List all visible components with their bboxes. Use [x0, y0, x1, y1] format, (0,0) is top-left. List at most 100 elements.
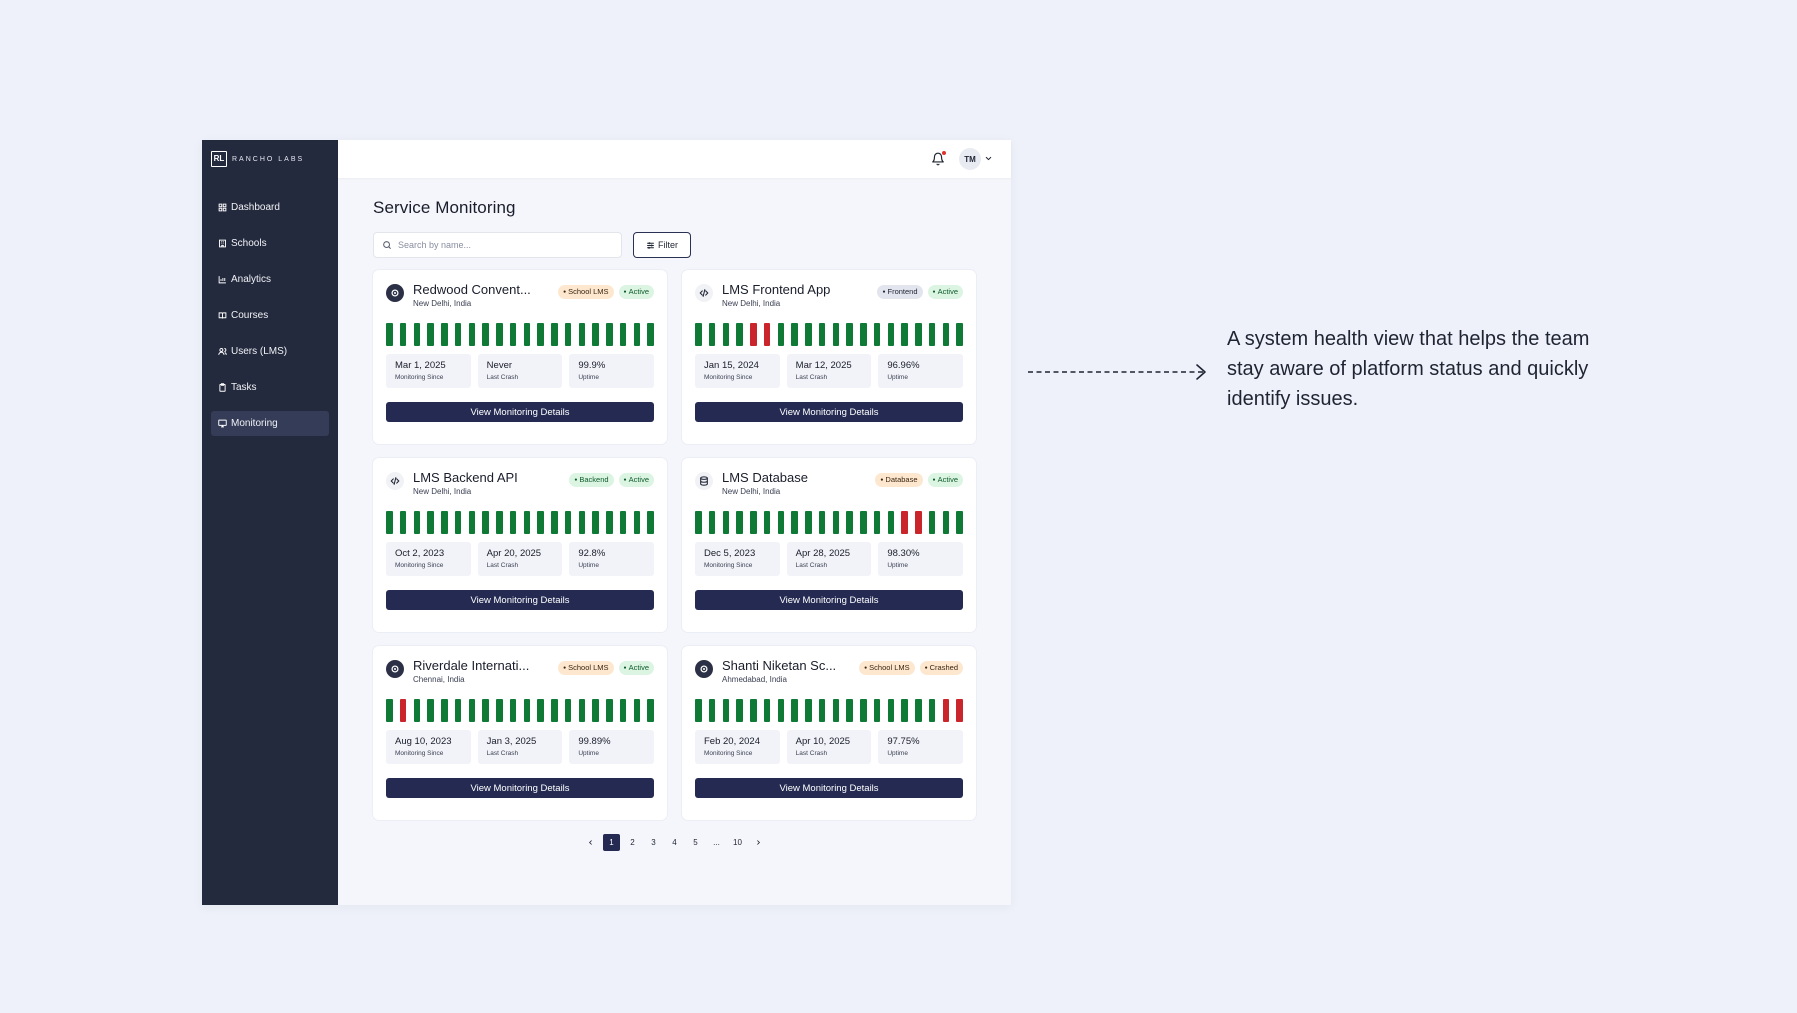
page-button[interactable]: 10: [733, 838, 742, 847]
uptime-value: 96.96%: [887, 360, 920, 371]
uptime-bar-ok: [551, 511, 558, 534]
monitoring-since-label: Monitoring Since: [704, 750, 753, 757]
monitoring-since-value: Feb 20, 2024: [704, 736, 760, 747]
notifications-button[interactable]: [931, 150, 947, 166]
page-button[interactable]: 3: [651, 838, 656, 847]
view-monitoring-details-button[interactable]: View Monitoring Details: [695, 590, 963, 610]
uptime-value: 99.89%: [578, 736, 611, 747]
uptime-bar-ok: [777, 699, 784, 722]
uptime-bar-ok: [763, 699, 771, 722]
type-badge: Frontend: [877, 285, 923, 299]
service-title-block: LMS Database New Delhi, India: [722, 470, 875, 496]
uptime-bar-ok: [736, 699, 743, 722]
service-card: LMS Backend API New Delhi, India Backend Ac…: [373, 458, 667, 632]
uptime-bar-ok: [592, 699, 599, 722]
sidebar-item-dashboard[interactable]: Dashboard: [211, 195, 329, 220]
badge-group: Database Active: [875, 473, 963, 487]
uptime-bar-ok: [413, 699, 420, 722]
page-button[interactable]: 1: [603, 834, 620, 851]
uptime-history: [386, 323, 654, 346]
last-crash-label: Last Crash: [795, 374, 828, 381]
brand-logo[interactable]: RL RANCHO LABS: [211, 150, 329, 168]
badge-group: Backend Active: [569, 473, 654, 487]
annotation-caption: A system health view that helps the team…: [1227, 328, 1590, 410]
sidebar-item-analytics[interactable]: Analytics: [211, 267, 329, 292]
uptime-bar-ok: [805, 699, 812, 722]
sidebar-item-tasks[interactable]: Tasks: [211, 375, 329, 400]
status-badge: Active: [618, 473, 654, 487]
page-button[interactable]: 4: [672, 838, 677, 847]
uptime-bar-ok: [873, 323, 881, 346]
view-monitoring-details-button[interactable]: View Monitoring Details: [386, 778, 654, 798]
sidebar-item-users-lms[interactable]: Users (LMS): [211, 339, 329, 364]
uptime-bar-ok: [647, 699, 654, 722]
filter-button[interactable]: Filter: [633, 232, 691, 258]
bell-icon: [932, 152, 944, 166]
uptime-value: 97.75%: [887, 736, 920, 747]
service-name: LMS Backend API: [413, 470, 518, 485]
uptime-bar-ok: [956, 511, 963, 534]
uptime-value: 98.30%: [887, 548, 920, 559]
user-menu[interactable]: TM: [959, 148, 993, 170]
search-input[interactable]: [398, 240, 598, 250]
sidebar-item-monitoring[interactable]: Monitoring: [211, 411, 329, 436]
uptime-bar-down: [956, 699, 963, 722]
sidebar-item-courses[interactable]: Courses: [211, 303, 329, 328]
uptime-bar-ok: [928, 323, 936, 346]
logo-mark: RL: [211, 151, 227, 167]
service-name: Redwood Convent...: [413, 282, 531, 297]
uptime-bar-ok: [860, 511, 867, 534]
uptime-bar-ok: [592, 511, 599, 534]
page-button[interactable]: 5: [693, 838, 698, 847]
view-monitoring-details-button[interactable]: View Monitoring Details: [695, 778, 963, 798]
last-crash-value: Mar 12, 2025: [795, 360, 852, 371]
uptime-bar-ok: [523, 699, 530, 722]
uptime-label: Uptime: [578, 562, 599, 569]
prev-page-button[interactable]: [582, 834, 599, 851]
uptime-bar-ok: [846, 511, 853, 534]
service-card: LMS Frontend App New Delhi, India Frontend…: [682, 270, 976, 444]
service-card: Riverdale Internati... Chennai, India Scho…: [373, 646, 667, 820]
sidebar-item-label: Tasks: [231, 382, 257, 393]
status-badge: Active: [618, 661, 654, 675]
uptime-bar-ok: [805, 323, 812, 346]
last-crash-label: Last Crash: [795, 750, 828, 757]
monitoring-since-stat: Oct 2, 2023 Monitoring Since: [386, 542, 471, 576]
uptime-bar-ok: [818, 511, 826, 534]
uptime-bar-ok: [399, 323, 407, 346]
school-crest-icon: [386, 660, 404, 678]
monitoring-since-stat: Aug 10, 2023 Monitoring Since: [386, 730, 471, 764]
sidebar-item-label: Dashboard: [231, 202, 280, 213]
uptime-bar-ok: [633, 699, 640, 722]
uptime-bar-ok: [633, 511, 640, 534]
sidebar: RL RANCHO LABS Dashboard Schools Analytics…: [202, 140, 338, 905]
last-crash-value: Jan 3, 2025: [486, 736, 537, 747]
building-icon: [218, 239, 227, 248]
uptime-bar-ok: [791, 511, 798, 534]
next-page-button[interactable]: [750, 834, 767, 851]
page-button[interactable]: 2: [630, 838, 635, 847]
sidebar-item-schools[interactable]: Schools: [211, 231, 329, 256]
last-crash-stat: Never Last Crash: [477, 354, 563, 388]
uptime-bar-ok: [606, 511, 613, 534]
monitoring-since-stat: Feb 20, 2024 Monitoring Since: [695, 730, 780, 764]
uptime-bar-ok: [496, 511, 503, 534]
database-icon: [695, 472, 713, 490]
service-card: Redwood Convent... New Delhi, India School…: [373, 270, 667, 444]
view-monitoring-details-button[interactable]: View Monitoring Details: [386, 590, 654, 610]
stats-row: Dec 5, 2023 Monitoring Since Apr 28, 2025 L…: [695, 542, 964, 576]
view-monitoring-details-button[interactable]: View Monitoring Details: [695, 402, 963, 422]
uptime-bar-ok: [619, 699, 627, 722]
uptime-bar-ok: [413, 511, 420, 534]
type-badge: School LMS: [558, 661, 614, 675]
sidebar-item-label: Schools: [231, 238, 267, 249]
uptime-bar-ok: [722, 511, 729, 534]
brand-name: RANCHO LABS: [232, 155, 305, 163]
uptime-bar-ok: [915, 699, 922, 722]
card-header: LMS Database New Delhi, India Database Acti…: [695, 470, 963, 500]
uptime-bar-ok: [427, 511, 434, 534]
uptime-bar-ok: [564, 511, 572, 534]
view-monitoring-details-button[interactable]: View Monitoring Details: [386, 402, 654, 422]
uptime-bar-ok: [928, 511, 936, 534]
avatar: TM: [959, 148, 981, 170]
